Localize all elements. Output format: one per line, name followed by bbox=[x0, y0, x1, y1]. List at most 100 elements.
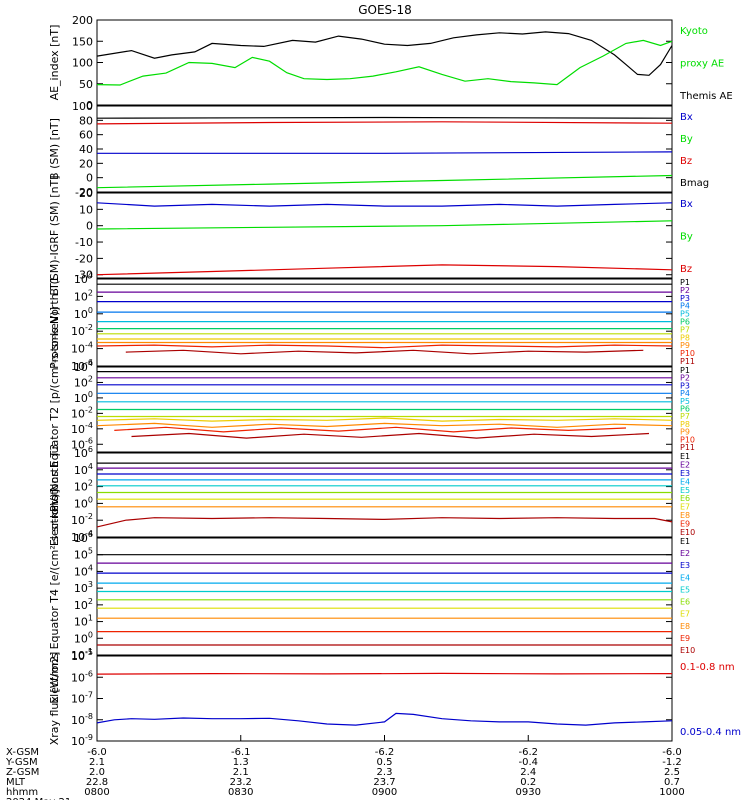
series-line-2 bbox=[96, 121, 673, 125]
legend-entry: E7 bbox=[680, 503, 690, 512]
series-line-9 bbox=[96, 422, 673, 428]
legend-entry: P8 bbox=[680, 333, 690, 342]
y-axis-label: B (SM)-IGRF (SM) [nT] bbox=[48, 175, 61, 295]
legend-entry: Themis AE bbox=[679, 91, 733, 102]
legend-entry: P1 bbox=[680, 278, 690, 287]
legend-entry: By bbox=[680, 232, 693, 243]
legend-entry: P7 bbox=[680, 325, 690, 334]
panel-frame bbox=[96, 105, 673, 193]
panel-3: -30 -20 -10 0 10 20 B (SM)-IGRF (SM) [nT] Bx By B… bbox=[48, 175, 693, 295]
y-tick-label: 10-4 bbox=[71, 341, 93, 356]
legend-entry: P11 bbox=[680, 357, 695, 366]
legend-entry: P4 bbox=[680, 302, 690, 311]
axis-row-value: 2.1 bbox=[89, 757, 105, 768]
series-line-11 bbox=[125, 349, 644, 355]
y-tick-label: 100 bbox=[72, 100, 93, 113]
axis-row-label: MLT bbox=[6, 777, 26, 788]
legend-entry: E2 bbox=[680, 460, 690, 469]
legend-entry: P11 bbox=[680, 443, 695, 452]
series-line-2 bbox=[96, 220, 673, 230]
legend-entry: E4 bbox=[680, 477, 690, 486]
y-tick-label: 60 bbox=[79, 129, 93, 142]
y-tick-label: 200 bbox=[72, 14, 93, 27]
legend-entry: P8 bbox=[680, 420, 690, 429]
legend-entry: E8 bbox=[680, 511, 690, 520]
axis-row-value: 0930 bbox=[516, 787, 541, 798]
legend-entry: Bx bbox=[680, 199, 693, 210]
y-tick-label: -20 bbox=[75, 186, 93, 199]
legend-entry: P9 bbox=[680, 428, 690, 437]
axis-row-value: 0830 bbox=[228, 787, 253, 798]
series-line-1 bbox=[96, 31, 673, 76]
series-line-8 bbox=[96, 417, 673, 422]
legend-entry: By bbox=[680, 134, 693, 145]
panel-frame bbox=[96, 537, 673, 656]
legend-entry: P5 bbox=[680, 310, 690, 319]
axis-row-value: -1.2 bbox=[662, 757, 682, 768]
axis-row-value: -6.0 bbox=[662, 747, 682, 758]
y-tick-label: 10-2 bbox=[71, 405, 93, 420]
legend-entry: P3 bbox=[680, 381, 690, 390]
legend-entry: E2 bbox=[680, 549, 690, 558]
y-tick-label: 101 bbox=[74, 614, 93, 629]
y-tick-label: 104 bbox=[74, 359, 93, 374]
axis-row-value: 2.3 bbox=[377, 767, 393, 778]
series-line-3 bbox=[96, 264, 673, 276]
time-axis-table: X-GSM -6.0 -6.1 -6.2 -6.2 -6.0Y-GSM 2.1 1.3 0.5-… bbox=[5, 735, 685, 800]
series-line-2 bbox=[96, 39, 673, 86]
series-line-1 bbox=[96, 672, 673, 675]
legend-entry: Bz bbox=[680, 264, 692, 275]
y-tick-label: 104 bbox=[74, 462, 93, 477]
legend-entry: P2 bbox=[680, 374, 690, 383]
axis-row-value: 2.0 bbox=[89, 767, 105, 778]
axis-row-value: -6.2 bbox=[518, 747, 538, 758]
axis-row-value: -6.0 bbox=[87, 747, 107, 758]
date-label: 2024 May 21 bbox=[6, 797, 71, 800]
series-line-10 bbox=[114, 426, 627, 433]
axis-row-value: 1.3 bbox=[233, 757, 249, 768]
y-tick-label: 105 bbox=[74, 547, 93, 562]
y-tick-label: 0 bbox=[86, 220, 93, 233]
y-tick-label: -20 bbox=[75, 252, 93, 265]
y-tick-label: 0 bbox=[86, 172, 93, 185]
axis-row-value: -6.1 bbox=[231, 747, 251, 758]
series-line-1 bbox=[96, 116, 673, 119]
legend-entry: P10 bbox=[680, 349, 695, 358]
y-tick-label: 50 bbox=[79, 78, 93, 91]
legend-entry: E6 bbox=[680, 598, 690, 607]
y-axis-label: B (SM) [nT] bbox=[48, 118, 61, 180]
legend-entry: E1 bbox=[680, 537, 690, 546]
y-tick-label: 102 bbox=[74, 597, 93, 612]
y-tick-label: 10-6 bbox=[71, 669, 93, 684]
y-tick-label: 100 bbox=[74, 630, 93, 645]
legend-entry: proxy AE bbox=[680, 59, 724, 70]
y-tick-label: 102 bbox=[74, 479, 93, 494]
y-tick-label: 20 bbox=[79, 157, 93, 170]
y-tick-label: 10 bbox=[79, 203, 93, 216]
legend-entry: E5 bbox=[680, 585, 690, 594]
legend-entry: P2 bbox=[680, 286, 690, 295]
series-line-11 bbox=[131, 432, 650, 439]
legend-entry: E9 bbox=[680, 634, 690, 643]
legend-entry: P10 bbox=[680, 435, 695, 444]
y-tick-label: 10-2 bbox=[71, 323, 93, 338]
y-tick-label: 106 bbox=[74, 530, 93, 545]
y-axis-label: Electrons Equator T4 [e/(cm²-s-sr-keV)] bbox=[48, 489, 61, 704]
panel-1: 0 50 100 150 200 AE_index [nT] Kyoto proxy AE Th… bbox=[48, 14, 733, 112]
axis-row-value: -0.4 bbox=[518, 757, 538, 768]
y-tick-label: 10-2 bbox=[71, 512, 93, 527]
legend-entry: Kyoto bbox=[680, 26, 708, 37]
y-tick-label: 100 bbox=[74, 495, 93, 510]
legend-entry: E1 bbox=[680, 452, 690, 461]
y-tick-label: 20 bbox=[79, 187, 93, 200]
axis-row-label: Z-GSM bbox=[6, 767, 39, 778]
legend-entry: Bx bbox=[680, 112, 693, 123]
axis-row-label: Y-GSM bbox=[5, 757, 38, 768]
legend-entry: E7 bbox=[680, 610, 690, 619]
